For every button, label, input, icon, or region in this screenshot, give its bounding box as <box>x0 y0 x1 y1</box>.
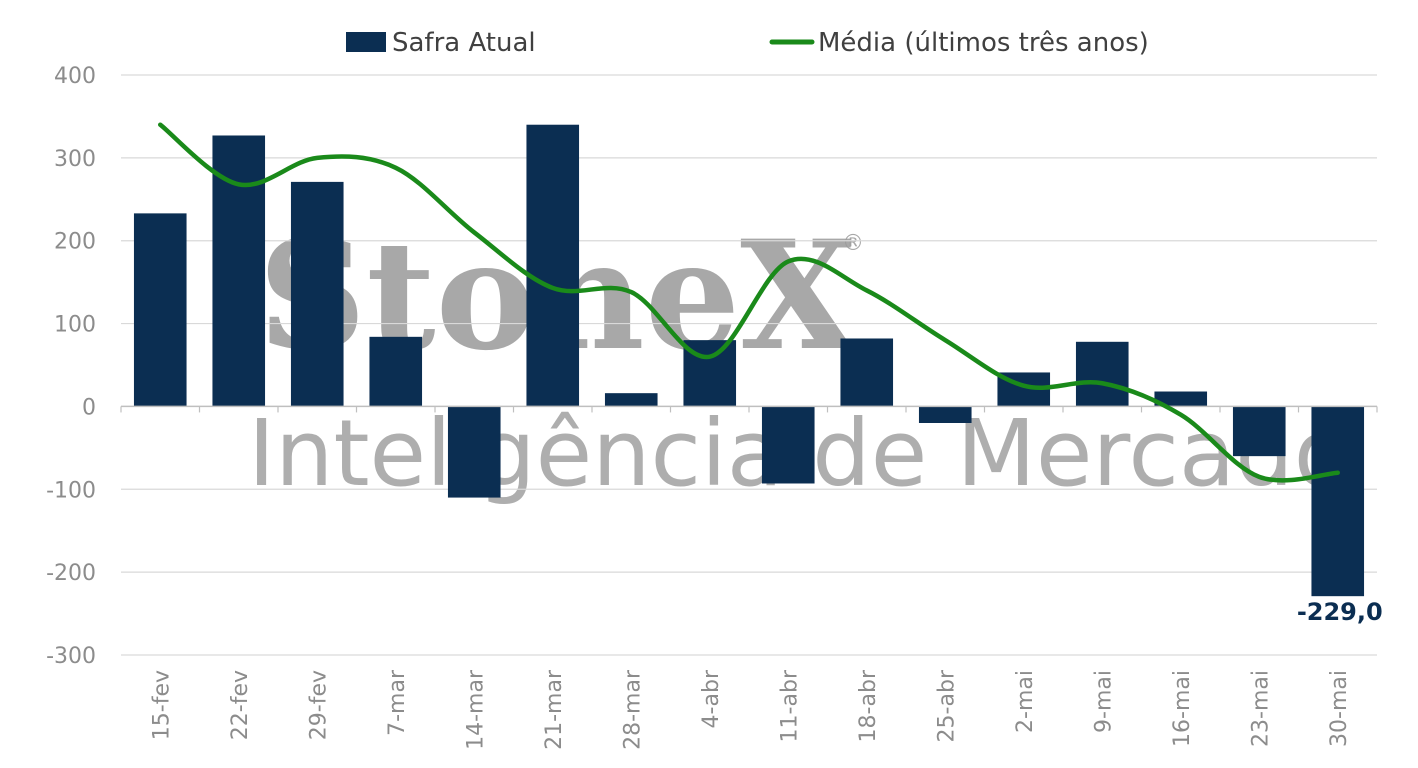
y-tick-label: 0 <box>82 395 96 420</box>
x-tick-label: 15-fev <box>149 670 174 740</box>
bar <box>918 406 972 423</box>
bar <box>212 135 266 407</box>
legend-label-line: Média (últimos três anos) <box>818 28 1149 58</box>
x-tick-label: 9-mai <box>1091 670 1116 733</box>
x-tick-label: 2-mai <box>1013 670 1038 733</box>
y-tick-label: 300 <box>54 147 96 172</box>
average-line <box>158 122 1340 483</box>
x-tick-label: 28-mar <box>620 669 645 750</box>
x-tick-label: 21-mar <box>542 669 567 750</box>
bar <box>447 406 501 498</box>
bar <box>1232 406 1286 457</box>
x-tick-label: 29-fev <box>306 670 331 740</box>
legend-swatch-bar <box>346 32 386 52</box>
bar <box>1154 391 1208 407</box>
x-tick-label: 18-abr <box>856 669 881 742</box>
y-tick-label: -200 <box>46 561 96 586</box>
legend: Safra Atual Média (últimos três anos) <box>346 28 1149 58</box>
data-label-last-bar: -229,0 <box>1297 598 1383 626</box>
x-tick-label: 16-mai <box>1170 670 1195 747</box>
x-tick-label: 4-abr <box>699 669 724 728</box>
y-tick-label: -100 <box>46 478 96 503</box>
bar <box>133 213 187 407</box>
x-tick-label: 22-fev <box>228 670 253 740</box>
bar <box>604 393 658 407</box>
bar <box>526 124 580 407</box>
bar <box>1311 406 1365 597</box>
bar <box>1075 341 1129 407</box>
bar <box>369 336 423 407</box>
x-axis-tick-labels: 15-fev 22-fev 29-fev 7-mar 14-mar 21-mar 28-ma… <box>149 669 1352 750</box>
x-axis-tick-marks <box>120 406 1378 413</box>
x-tick-label: 25-abr <box>934 669 959 742</box>
y-tick-label: 100 <box>54 313 96 338</box>
x-tick-label: 7-mar <box>385 669 410 736</box>
y-axis-tick-labels: 400 300 200 100 0 -100 -200 -300 <box>46 64 96 669</box>
y-tick-label: 400 <box>54 64 96 89</box>
y-tick-label: -300 <box>46 644 96 669</box>
bar-series <box>133 124 1365 597</box>
x-tick-label: 23-mai <box>1248 670 1273 747</box>
watermark-registered-mark: ® <box>842 231 864 256</box>
bar <box>290 181 344 407</box>
legend-label-bar: Safra Atual <box>392 28 536 58</box>
bar <box>840 338 894 407</box>
bar <box>761 406 815 484</box>
y-tick-label: 200 <box>54 230 96 255</box>
x-tick-label: 30-mai <box>1327 670 1352 747</box>
x-tick-label: 14-mar <box>463 669 488 750</box>
x-tick-label: 11-abr <box>777 669 802 742</box>
